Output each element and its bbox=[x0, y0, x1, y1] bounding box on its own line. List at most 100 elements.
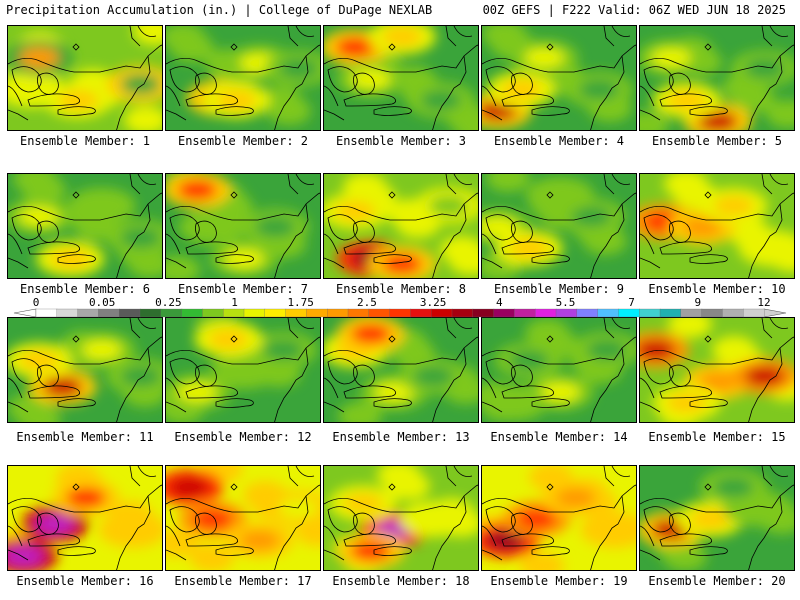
ensemble-panel-7 bbox=[165, 173, 321, 279]
ensemble-panel-15 bbox=[639, 317, 795, 423]
precip-field bbox=[166, 26, 320, 125]
colorbar-right-arrow bbox=[763, 308, 787, 318]
colorbar-swatch bbox=[98, 308, 120, 318]
map-outlines bbox=[166, 318, 320, 422]
colorbar-swatch bbox=[743, 308, 765, 318]
ensemble-member-label-13: Ensemble Member: 13 bbox=[332, 430, 470, 444]
ensemble-member-label-17: Ensemble Member: 17 bbox=[174, 574, 312, 588]
colorbar-tick-label: 0 bbox=[33, 296, 40, 309]
colorbar-swatch bbox=[472, 308, 495, 318]
ensemble-panel-17 bbox=[165, 465, 321, 571]
colorbar-tick-label: 5.5 bbox=[556, 296, 576, 309]
map-outlines bbox=[8, 318, 162, 422]
ensemble-member-label-20: Ensemble Member: 20 bbox=[648, 574, 786, 588]
colorbar-swatch bbox=[451, 308, 474, 318]
colorbar-swatch bbox=[160, 308, 183, 318]
ensemble-panel-13 bbox=[323, 317, 479, 423]
ensemble-panel-20 bbox=[639, 465, 795, 571]
colorbar-tick-label: 2.5 bbox=[357, 296, 377, 309]
colorbar: 0 0.05 0.25 1 1.75 2.5 3.25 4 5.5 7 9 12 bbox=[13, 296, 787, 318]
ensemble-panel-12 bbox=[165, 317, 321, 423]
ensemble-member-label-1: Ensemble Member: 1 bbox=[19, 134, 151, 148]
colorbar-swatch bbox=[264, 308, 287, 318]
colorbar-tick-label: 1 bbox=[231, 296, 238, 309]
map-outlines bbox=[324, 318, 478, 422]
precip-field bbox=[329, 466, 478, 570]
precip-field bbox=[166, 466, 320, 570]
colorbar-swatch bbox=[535, 308, 557, 318]
colorbar-swatch bbox=[202, 308, 224, 318]
colorbar-swatch bbox=[659, 308, 682, 318]
precip-field bbox=[482, 319, 636, 421]
ensemble-panel-11 bbox=[7, 317, 163, 423]
ensemble-member-label-2: Ensemble Member: 2 bbox=[177, 134, 309, 148]
ensemble-member-label-12: Ensemble Member: 12 bbox=[174, 430, 312, 444]
precip-field bbox=[640, 37, 794, 130]
map-outlines bbox=[640, 466, 794, 570]
ensemble-member-label-11: Ensemble Member: 11 bbox=[16, 430, 154, 444]
colorbar-swatch bbox=[35, 308, 58, 318]
ensemble-member-label-19: Ensemble Member: 19 bbox=[490, 574, 628, 588]
ensemble-panel-10 bbox=[639, 173, 795, 279]
colorbar-swatch bbox=[77, 308, 100, 318]
colorbar-swatch bbox=[243, 308, 266, 318]
ensemble-member-label-10: Ensemble Member: 10 bbox=[648, 282, 786, 296]
colorbar-swatch bbox=[639, 308, 661, 318]
colorbar-swatch bbox=[597, 308, 620, 318]
ensemble-member-label-7: Ensemble Member: 7 bbox=[177, 282, 309, 296]
precip-field bbox=[324, 26, 478, 130]
map-outlines bbox=[166, 26, 320, 130]
colorbar-swatch bbox=[347, 308, 370, 318]
ensemble-panel-3 bbox=[323, 25, 479, 131]
colorbar-left-arrow bbox=[13, 308, 37, 318]
colorbar-tick-label: 12 bbox=[757, 296, 770, 309]
map-outlines bbox=[8, 174, 162, 278]
ensemble-member-label-3: Ensemble Member: 3 bbox=[335, 134, 467, 148]
ensemble-panel-1 bbox=[7, 25, 163, 131]
colorbar-swatch bbox=[389, 308, 412, 318]
colorbar-swatch bbox=[56, 308, 79, 318]
map-outlines bbox=[640, 318, 794, 422]
map-outlines bbox=[8, 466, 162, 570]
precip-field bbox=[8, 331, 162, 422]
map-outlines bbox=[166, 466, 320, 570]
ensemble-member-label-14: Ensemble Member: 14 bbox=[490, 430, 628, 444]
ensemble-panel-16 bbox=[7, 465, 163, 571]
colorbar-swatch bbox=[555, 308, 578, 318]
map-outlines bbox=[482, 174, 636, 278]
colorbar-swatch bbox=[119, 308, 141, 318]
ensemble-panel-6 bbox=[7, 173, 163, 279]
ensemble-member-label-8: Ensemble Member: 8 bbox=[335, 282, 467, 296]
map-outlines bbox=[324, 174, 478, 278]
colorbar-swatch bbox=[493, 308, 516, 318]
ensemble-member-label-16: Ensemble Member: 16 bbox=[16, 574, 154, 588]
ensemble-panel-2 bbox=[165, 25, 321, 131]
colorbar-tick-label: 0.05 bbox=[89, 296, 116, 309]
ensemble-panel-14 bbox=[481, 317, 637, 423]
precip-field bbox=[8, 174, 162, 278]
map-outlines bbox=[324, 466, 478, 570]
colorbar-swatch bbox=[181, 308, 204, 318]
precip-field bbox=[482, 466, 636, 570]
precip-field bbox=[640, 318, 794, 422]
colorbar-tick-label: 9 bbox=[694, 296, 701, 309]
precip-field bbox=[166, 174, 310, 278]
colorbar-tick-label: 1.75 bbox=[287, 296, 314, 309]
map-outlines bbox=[166, 174, 320, 278]
colorbar-swatch bbox=[410, 308, 432, 318]
ensemble-member-label-5: Ensemble Member: 5 bbox=[651, 134, 783, 148]
colorbar-swatch bbox=[327, 308, 349, 318]
map-title: Precipitation Accumulation (in.) | Colle… bbox=[6, 3, 433, 17]
colorbar-swatch bbox=[618, 308, 640, 318]
colorbar-tick-label: 3.25 bbox=[420, 296, 447, 309]
ensemble-member-label-15: Ensemble Member: 15 bbox=[648, 430, 786, 444]
ensemble-member-label-6: Ensemble Member: 6 bbox=[19, 282, 151, 296]
run-info: 00Z GEFS | F222 Valid: 06Z WED JUN 18 20… bbox=[482, 3, 786, 17]
ensemble-panel-18 bbox=[323, 465, 479, 571]
precip-field bbox=[8, 26, 162, 130]
colorbar-swatch bbox=[722, 308, 744, 318]
colorbar-swatch bbox=[701, 308, 724, 318]
ensemble-panel-5 bbox=[639, 25, 795, 131]
ensemble-member-label-18: Ensemble Member: 18 bbox=[332, 574, 470, 588]
colorbar-tick-label: 4 bbox=[496, 296, 503, 309]
